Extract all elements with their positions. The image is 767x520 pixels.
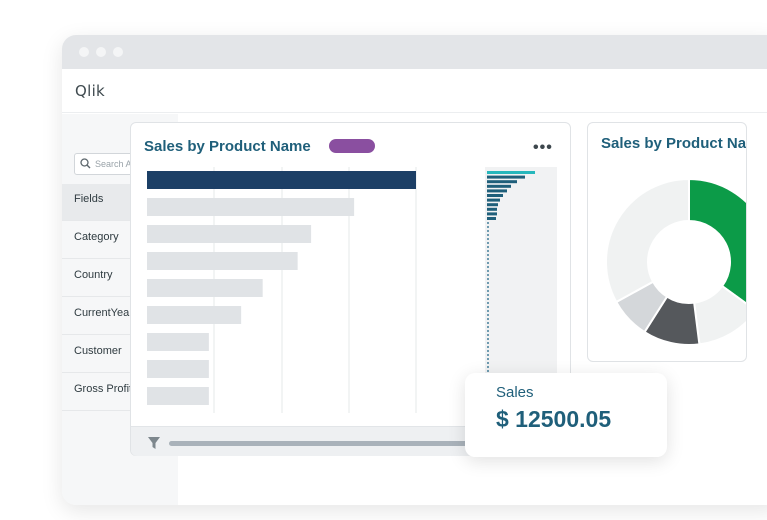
bar — [147, 171, 416, 189]
tooltip-value: $ 12500.05 — [496, 406, 612, 432]
sales-donut-chart-card[interactable]: Sales by Product Name — [587, 122, 747, 362]
sidebar-item-country[interactable]: Country — [62, 260, 178, 297]
minimap-bar — [487, 175, 525, 179]
sidebar-item-gross-profit[interactable]: Gross Profit — [62, 374, 178, 411]
sidebar-item-category[interactable]: Category — [62, 222, 178, 259]
minimap-bar — [487, 207, 497, 211]
donut-slice — [688, 177, 746, 305]
minimap-bar — [487, 198, 500, 202]
window-titlebar — [62, 35, 767, 69]
chart-title: Sales by Product Name — [144, 138, 311, 155]
bar — [147, 252, 298, 270]
bar-chart[interactable] — [147, 167, 477, 413]
sidebar-item-customer[interactable]: Customer — [62, 336, 178, 373]
qlik-logo[interactable]: Qlik — [75, 82, 106, 100]
chart-title: Sales by Product Name — [601, 135, 747, 152]
selection-pill[interactable] — [329, 139, 375, 153]
bar — [147, 387, 209, 405]
minimap-bar — [487, 180, 517, 184]
donut-slice — [605, 177, 690, 304]
window-maximize-dot[interactable] — [113, 47, 123, 57]
window-close-dot[interactable] — [79, 47, 89, 57]
bar — [147, 360, 209, 378]
minimap-bar — [487, 189, 507, 193]
bar — [147, 333, 209, 351]
search-icon — [80, 158, 91, 169]
app-header: Qlik — [62, 69, 767, 113]
sales-tooltip: Sales $ 12500.05 — [465, 373, 667, 457]
chart-minimap[interactable] — [485, 167, 557, 413]
minimap-bar — [487, 194, 503, 197]
minimap-bar — [487, 212, 497, 216]
filter-icon[interactable] — [147, 436, 161, 450]
bar — [147, 225, 312, 243]
minimap-bar — [487, 217, 496, 220]
donut-chart[interactable] — [594, 167, 747, 357]
minimap-bar — [487, 203, 498, 207]
bar — [147, 198, 355, 216]
tooltip-label: Sales — [496, 384, 534, 401]
minimap-bar — [487, 171, 535, 174]
bar — [147, 279, 263, 297]
horizontal-scrollbar[interactable] — [169, 441, 473, 446]
bar — [147, 306, 242, 324]
window-minimize-dot[interactable] — [96, 47, 106, 57]
more-options-button[interactable]: ••• — [533, 139, 553, 156]
minimap-bar — [487, 184, 511, 188]
